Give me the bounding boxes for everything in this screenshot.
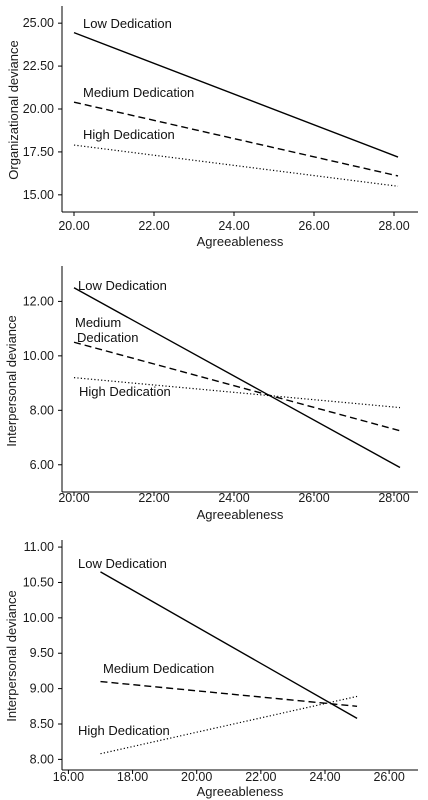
x-tick-label: 28.00 — [378, 491, 409, 505]
y-tick-label: 20.00 — [23, 102, 54, 116]
y-axis-title: Organizational deviance — [6, 40, 21, 179]
x-tick-label: 22.00 — [138, 219, 169, 233]
y-axis-title: Interpersonal deviance — [4, 315, 19, 447]
chart-1: 15.00 17.50 20.00 22.50 25.00 20.00 22.00 24.00… — [6, 6, 418, 249]
series-line-high-dedication — [73, 144, 399, 187]
x-axis-title: Agreeableness — [197, 784, 284, 799]
y-tick-label: 10.50 — [23, 575, 54, 589]
y-tick-label: 22.50 — [23, 59, 54, 73]
y-axis-title: Interpersonal deviance — [4, 590, 19, 722]
y-tick-label: 9.50 — [30, 646, 54, 660]
series-label: Medium Dedication — [83, 85, 194, 100]
series-label: High Dedication — [83, 127, 175, 142]
y-tick-label: 6.00 — [30, 458, 54, 472]
x-tick-label: 20.00 — [181, 770, 212, 784]
series-label: Medium Dedication — [103, 661, 214, 676]
series-line-low-dedication — [73, 31, 399, 158]
x-tick-label: 22.00 — [138, 491, 169, 505]
chart-3: 8.00 8.50 9.00 9.50 10.00 10.50 11.00 16.00 18.0… — [4, 540, 418, 799]
x-tick-label: 24.00 — [309, 770, 340, 784]
series-label: High Dedication — [78, 723, 170, 738]
series-label: Medium Dedication — [75, 315, 138, 345]
y-tick-label: 8.50 — [30, 717, 54, 731]
y-tick-label: 8.00 — [30, 403, 54, 417]
y-tick-label: 10.00 — [23, 349, 54, 363]
x-tick-label: 20.00 — [58, 219, 89, 233]
series-label: Low Dedication — [83, 16, 172, 31]
series-label: Low Dedication — [78, 278, 167, 293]
y-tick-label: 10.00 — [23, 611, 54, 625]
series-line-medium-dedication — [100, 680, 358, 708]
x-tick-label: 28.00 — [378, 219, 409, 233]
y-tick-label: 15.00 — [23, 188, 54, 202]
series-line-medium-dedication — [73, 101, 399, 177]
x-tick-label: 18.00 — [117, 770, 148, 784]
series-label: High Dedication — [79, 384, 171, 399]
chart-2: 6.00 8.00 10.00 12.00 20.00 22.00 24.00 26.00 28… — [4, 266, 418, 522]
y-tick-label: 9.00 — [30, 682, 54, 696]
x-tick-label: 26.00 — [298, 491, 329, 505]
series-line-low-dedication — [100, 571, 358, 719]
x-tick-label: 16.00 — [53, 770, 84, 784]
y-tick-label: 8.00 — [30, 752, 54, 766]
x-axis-title: Agreeableness — [197, 507, 284, 522]
x-tick-label: 26.00 — [373, 770, 404, 784]
y-tick-label: 25.00 — [23, 16, 54, 30]
series-line-low-dedication — [73, 287, 401, 469]
y-tick-label: 17.50 — [23, 145, 54, 159]
series-line-medium-dedication — [73, 341, 401, 432]
x-tick-label: 22.00 — [245, 770, 276, 784]
x-tick-label: 24.00 — [218, 219, 249, 233]
x-tick-label: 26.00 — [298, 219, 329, 233]
y-tick-label: 11.00 — [24, 540, 54, 554]
x-tick-label: 20.00 — [58, 491, 89, 505]
x-axis-title: Agreeableness — [197, 234, 284, 249]
series-line-high-dedication — [73, 377, 401, 409]
series-label: Low Dedication — [78, 556, 167, 571]
y-tick-label: 12.00 — [23, 294, 54, 308]
x-tick-label: 24.00 — [218, 491, 249, 505]
